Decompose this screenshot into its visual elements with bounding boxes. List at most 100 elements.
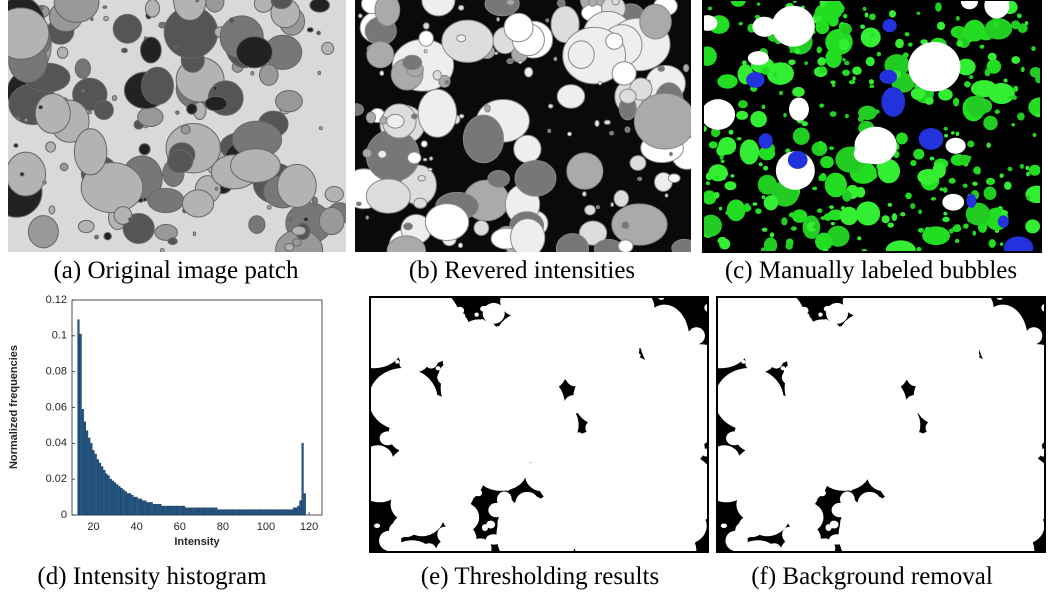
texture-blob (788, 59, 795, 65)
bar (144, 501, 146, 515)
bar (190, 508, 192, 515)
texture-blob (740, 139, 759, 164)
texture-blob (548, 428, 575, 456)
texture-blob (533, 330, 580, 376)
texture-blob (784, 63, 787, 68)
texture-blob (708, 6, 712, 10)
texture-blob (785, 522, 821, 556)
texture-blob (911, 88, 926, 100)
texture-blob (205, 96, 227, 111)
bar (136, 497, 138, 515)
texture-blob (1025, 186, 1048, 204)
texture-blob (825, 173, 847, 198)
texture-blob (670, 384, 675, 388)
bar (153, 504, 155, 515)
texture-blob (557, 0, 565, 7)
texture-blob (767, 62, 794, 85)
bar (302, 443, 304, 515)
texture-blob (403, 55, 422, 69)
bar (84, 422, 86, 515)
bar (125, 492, 127, 515)
texture-blob (849, 487, 853, 491)
texture-blob (789, 50, 793, 53)
texture-blob (20, 172, 24, 175)
texture-blob (459, 114, 463, 118)
texture-blob (861, 27, 881, 47)
texture-blob (114, 207, 132, 225)
texture-blob (820, 173, 827, 181)
texture-blob (141, 37, 162, 63)
texture-blob (293, 239, 302, 247)
texture-blob (987, 494, 997, 504)
texture-blob (935, 490, 959, 521)
texture-blob (474, 312, 478, 316)
texture-blob (488, 170, 510, 187)
texture-blob (759, 180, 763, 184)
texture-blob (622, 222, 629, 229)
texture-blob (292, 226, 306, 235)
y-tick-label: 0.08 (46, 366, 67, 378)
texture-blob (378, 150, 387, 158)
texture-blob (430, 517, 435, 522)
texture-blob (398, 352, 404, 357)
texture-blob (737, 137, 742, 141)
texture-blob (820, 156, 834, 168)
texture-blob (751, 351, 757, 357)
texture-blob (826, 303, 848, 324)
texture-blob (6, 152, 46, 196)
texture-blob (785, 358, 848, 419)
y-tick-label: 0.06 (46, 401, 67, 413)
texture-blob (1003, 79, 1007, 83)
texture-blob (610, 468, 622, 477)
texture-blob (967, 35, 974, 42)
texture-blob (441, 358, 504, 419)
texture-blob (744, 352, 750, 357)
texture-blob (610, 131, 614, 135)
texture-blob (39, 106, 43, 109)
texture-blob (567, 153, 603, 189)
bar (267, 510, 269, 515)
texture-blob (964, 81, 971, 87)
texture-blob (721, 523, 727, 528)
texture-blob (804, 61, 808, 65)
texture-blob (640, 305, 690, 373)
texture-blob (437, 432, 458, 447)
texture-blob (699, 524, 704, 528)
texture-blob (408, 152, 421, 164)
texture-blob (821, 216, 826, 220)
texture-blob (736, 111, 748, 120)
texture-blob (877, 461, 902, 482)
texture-blob (625, 127, 630, 133)
caption: (e) Thresholding results (421, 563, 659, 590)
texture-blob (249, 216, 265, 234)
texture-blob (727, 199, 746, 221)
texture-blob (944, 134, 948, 138)
texture-blob (908, 42, 960, 92)
texture-blob (946, 138, 966, 154)
texture-blob (706, 181, 710, 185)
texture-blob (319, 127, 322, 130)
texture-blob (612, 204, 667, 245)
texture-blob (668, 174, 680, 183)
texture-blob (860, 25, 865, 29)
texture-blob (1011, 123, 1015, 126)
texture-blob (1026, 195, 1030, 201)
texture-blob (95, 235, 99, 239)
texture-blob (509, 405, 514, 411)
texture-blob (978, 99, 992, 113)
texture-blob (785, 242, 792, 249)
texture-blob (827, 309, 834, 313)
bar (289, 510, 291, 515)
texture-blob (888, 203, 892, 207)
texture-blob (1004, 181, 1012, 189)
texture-blob (721, 160, 725, 163)
texture-blob (405, 512, 423, 527)
bar (207, 508, 209, 515)
figure: 00.020.040.060.080.10.1220406080100120 I… (0, 0, 1048, 592)
texture-blob (995, 110, 1000, 114)
bar (265, 510, 267, 515)
texture-blob (113, 14, 141, 43)
texture-blob (310, 0, 330, 12)
texture-blob (489, 313, 496, 320)
texture-blob (852, 76, 855, 81)
